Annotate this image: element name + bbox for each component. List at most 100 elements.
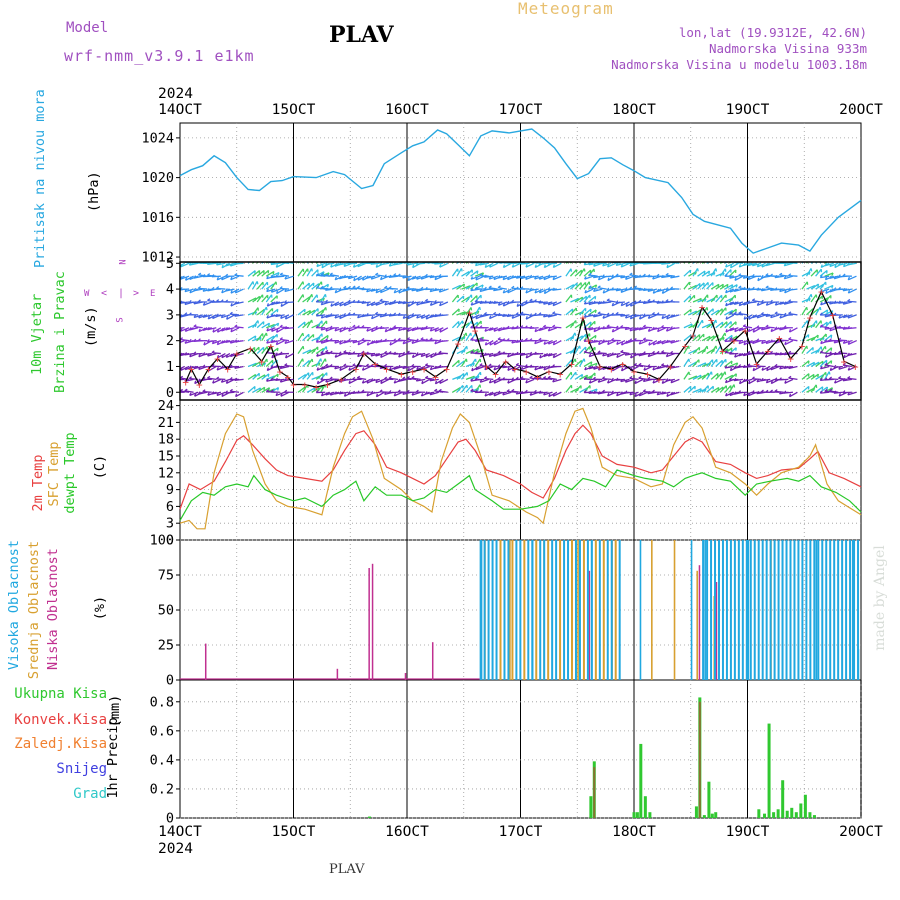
wind-arrow	[456, 320, 464, 329]
wind-arrow-head	[819, 350, 824, 354]
wind-arrow	[819, 359, 828, 367]
wind-arrow-head	[393, 289, 397, 294]
wind-arrow-head	[347, 285, 351, 289]
wind-arrow-head	[756, 338, 760, 342]
wind-arrow-head	[829, 288, 832, 293]
wind-arrow-head	[547, 341, 551, 345]
wind-arrow	[829, 275, 839, 280]
wind-arrow-head	[202, 288, 206, 292]
wind-arrow-head	[470, 378, 474, 382]
wind-arrow	[474, 272, 484, 277]
wind-arrow	[583, 269, 592, 277]
wind-arrow-head	[216, 262, 219, 266]
wind-arrow	[701, 294, 709, 303]
wind-gust-marker: +	[667, 360, 674, 373]
wind-arrow-head	[838, 393, 841, 397]
wind-arrow-head	[276, 373, 279, 378]
wind-arrow	[819, 333, 827, 342]
wind-arrow	[538, 365, 548, 370]
wind-arrow-head	[538, 365, 542, 369]
wind-arrow	[579, 333, 587, 342]
wind-arrow-head	[597, 285, 601, 289]
wind-arrow-head	[471, 367, 474, 372]
wind-arrow-head	[266, 327, 269, 332]
wind-arrow	[270, 322, 279, 329]
wind-arrow	[634, 391, 644, 398]
wind-arrow	[407, 338, 417, 342]
cloud-bar	[404, 673, 407, 680]
wind-arrow	[297, 308, 306, 316]
wind-arrow	[370, 391, 380, 395]
wind-arrow	[497, 275, 508, 279]
wind-arrow	[738, 301, 748, 307]
wind-arrow-head	[184, 312, 188, 316]
wind-arrow-head	[326, 284, 330, 288]
wind-arrow-head	[339, 367, 342, 371]
wind-arrow	[470, 358, 477, 367]
wind-arrow-head	[334, 354, 338, 358]
wind-arrow-head	[520, 325, 524, 329]
wind-arrow-head	[366, 288, 369, 293]
wind-arrow	[729, 301, 739, 306]
wind-arrow-head	[515, 275, 519, 279]
wind-arrow	[520, 313, 530, 316]
wind-arrow-head	[265, 389, 270, 393]
wind-arrow-head	[625, 276, 628, 280]
wind-arrow	[185, 275, 194, 281]
wind-arrow	[493, 301, 503, 305]
wind-arrow	[687, 294, 695, 303]
wind-arrow	[229, 365, 240, 368]
wind-arrow-head	[820, 340, 823, 344]
wind-arrow-head	[601, 376, 606, 380]
precip-bar	[808, 812, 812, 818]
cloud-fill-bar	[539, 540, 542, 680]
wind-arrow-head	[180, 276, 183, 280]
wind-arrow	[429, 378, 439, 382]
wind-arrow-head	[429, 366, 433, 370]
wind-arrow-head	[584, 366, 587, 371]
wind-arrow	[402, 365, 412, 370]
wind-arrow-head	[416, 276, 419, 280]
wind-arrow	[643, 314, 653, 317]
wind-arrow	[774, 327, 784, 330]
wind-arrow-head	[493, 353, 496, 357]
wind-arrow	[525, 378, 535, 384]
wind-arrow	[325, 262, 335, 266]
wind-arrow	[212, 378, 222, 384]
wind-arrow-head	[515, 339, 519, 343]
wind-arrow-head	[724, 371, 727, 375]
wind-gust-marker: +	[619, 358, 626, 371]
wind-arrow-head	[838, 315, 841, 319]
wind-arrow	[719, 283, 729, 290]
wind-arrow	[692, 359, 700, 367]
y-tick-label: 0.6	[150, 723, 174, 739]
wind-arrow-head	[484, 264, 487, 268]
wind-arrow-head	[665, 353, 669, 357]
wind-arrow-head	[180, 328, 183, 332]
wind-arrow-head	[666, 315, 669, 320]
wind-arrow-head	[470, 388, 474, 392]
wind-arrow	[320, 334, 329, 342]
wind-arrow-head	[184, 352, 188, 356]
wind-arrow-head	[606, 312, 610, 316]
wind-arrow-head	[365, 313, 369, 317]
wind-arrow	[493, 352, 503, 357]
wind-arrow	[306, 309, 316, 316]
wind-arrow	[348, 378, 358, 385]
wind-arrow	[565, 268, 572, 277]
wind-arrow	[593, 314, 603, 318]
wind-arrow	[643, 326, 653, 329]
wind-arrow-head	[188, 365, 192, 369]
cloud-fill-bar	[551, 540, 554, 680]
cloud-fill-bar	[729, 540, 732, 680]
wind-arrow	[456, 311, 466, 316]
wind-arrow	[489, 275, 499, 280]
wind-arrow	[611, 352, 621, 356]
wind-arrow-head	[221, 276, 224, 281]
wind-arrow-head	[838, 366, 841, 370]
wind-arrow	[216, 275, 226, 281]
wind-arrow	[715, 294, 723, 303]
wind-arrow-head	[188, 299, 192, 304]
wind-arrow-head	[511, 275, 514, 279]
wind-arrow	[256, 294, 264, 303]
